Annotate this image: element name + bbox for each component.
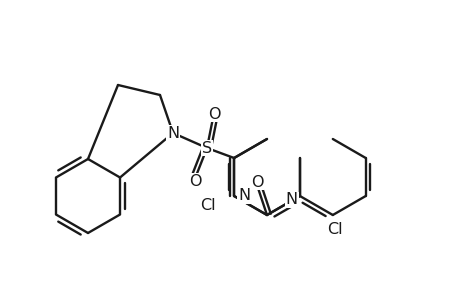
- Text: N: N: [238, 188, 250, 203]
- Text: O: O: [188, 173, 201, 188]
- Text: O: O: [207, 106, 220, 122]
- Text: Cl: Cl: [326, 221, 342, 236]
- Text: O: O: [250, 175, 263, 190]
- Text: N: N: [285, 193, 297, 208]
- Text: S: S: [202, 140, 212, 155]
- Text: Cl: Cl: [200, 199, 216, 214]
- Text: N: N: [167, 125, 179, 140]
